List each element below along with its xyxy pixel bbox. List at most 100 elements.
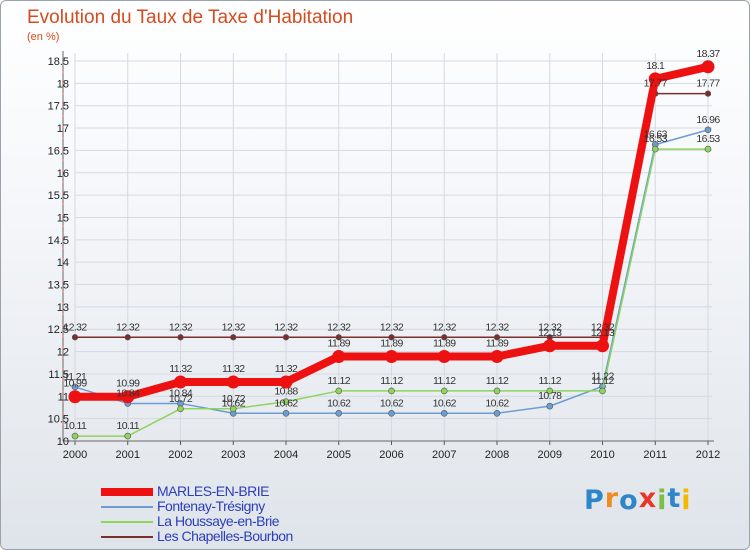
data-label-marles-en-brie: 11.32 bbox=[169, 363, 192, 375]
y-tick-label: 12 bbox=[57, 347, 69, 359]
data-point-fontenay-tr-signy bbox=[440, 409, 448, 417]
data-label-la-houssaye-en-brie: 11.12 bbox=[328, 375, 351, 387]
proxiti-logo: Proxiti bbox=[584, 483, 692, 516]
data-point-fontenay-tr-signy bbox=[546, 402, 554, 410]
data-label-la-houssaye-en-brie: 16.53 bbox=[644, 133, 668, 145]
data-point-les-chapelles-bourbon bbox=[71, 334, 79, 341]
data-label-fontenay-tr-signy: 10.62 bbox=[433, 397, 457, 409]
data-label-les-chapelles-bourbon: 12.32 bbox=[63, 321, 87, 333]
data-label-fontenay-tr-signy: 16.96 bbox=[696, 114, 720, 126]
y-tick-label: 12.5 bbox=[48, 324, 69, 336]
data-point-marles-en-brie bbox=[332, 350, 346, 364]
x-tick-label: 2002 bbox=[168, 449, 192, 461]
data-label-marles-en-brie: 11.32 bbox=[275, 363, 298, 375]
data-point-les-chapelles-bourbon bbox=[704, 90, 712, 97]
y-tick-label: 10 bbox=[57, 436, 69, 448]
data-point-marles-en-brie bbox=[543, 339, 557, 353]
data-label-marles-en-brie: 11.89 bbox=[433, 338, 456, 350]
data-point-la-houssaye-en-brie bbox=[229, 405, 237, 413]
y-tick-label: 13 bbox=[57, 302, 69, 314]
data-point-la-houssaye-en-brie bbox=[177, 405, 184, 413]
data-point-la-houssaye-en-brie bbox=[124, 432, 132, 440]
data-point-les-chapelles-bourbon bbox=[177, 334, 184, 341]
legend-swatch bbox=[101, 521, 153, 523]
logo-letter: i bbox=[681, 485, 692, 516]
logo-letter: o bbox=[619, 485, 639, 516]
logo-letter: r bbox=[604, 483, 620, 514]
data-point-marles-en-brie bbox=[596, 339, 609, 353]
data-label-la-houssaye-en-brie: 10.72 bbox=[222, 393, 246, 405]
y-tick-label: 17.5 bbox=[48, 101, 69, 113]
data-label-les-chapelles-bourbon: 12.32 bbox=[274, 321, 298, 333]
data-label-marles-en-brie: 18.1 bbox=[646, 60, 665, 72]
data-point-la-houssaye-en-brie bbox=[71, 432, 79, 440]
data-point-marles-en-brie bbox=[385, 350, 398, 364]
x-tick-label: 2012 bbox=[696, 449, 720, 461]
data-label-marles-en-brie: 12.13 bbox=[538, 327, 562, 339]
data-point-fontenay-tr-signy bbox=[704, 126, 712, 134]
data-label-les-chapelles-bourbon: 12.32 bbox=[116, 321, 140, 333]
data-label-fontenay-tr-signy: 10.62 bbox=[327, 397, 351, 409]
data-point-fontenay-tr-signy bbox=[388, 409, 395, 417]
data-label-la-houssaye-en-brie: 11.12 bbox=[380, 375, 403, 387]
logo-letter: t bbox=[667, 483, 682, 514]
data-point-marles-en-brie bbox=[490, 350, 504, 364]
data-label-les-chapelles-bourbon: 12.32 bbox=[485, 321, 509, 333]
data-point-les-chapelles-bourbon bbox=[230, 334, 237, 341]
data-point-marles-en-brie bbox=[648, 72, 662, 86]
data-label-les-chapelles-bourbon: 12.32 bbox=[222, 321, 246, 333]
data-label-la-houssaye-en-brie: 11.12 bbox=[486, 375, 509, 387]
y-tick-label: 11.5 bbox=[48, 369, 69, 381]
x-tick-label: 2000 bbox=[63, 449, 87, 461]
legend-swatch bbox=[101, 536, 153, 538]
data-label-fontenay-tr-signy: 10.62 bbox=[222, 397, 246, 409]
y-tick-label: 17 bbox=[57, 123, 69, 135]
y-tick-label: 15.5 bbox=[48, 190, 69, 202]
data-label-la-houssaye-en-brie: 10.11 bbox=[64, 420, 87, 432]
x-tick-label: 2004 bbox=[274, 449, 298, 461]
data-point-marles-en-brie bbox=[437, 350, 451, 364]
y-tick-label: 18.5 bbox=[48, 56, 69, 68]
data-label-marles-en-brie: 12.13 bbox=[591, 327, 615, 339]
data-label-les-chapelles-bourbon: 12.32 bbox=[327, 321, 351, 333]
data-point-fontenay-tr-signy bbox=[335, 409, 343, 417]
legend-label: La Houssaye-en-Brie bbox=[157, 513, 280, 529]
data-label-fontenay-tr-signy: 16.63 bbox=[644, 129, 668, 141]
data-point-marles-en-brie bbox=[174, 375, 187, 389]
chart-title: Evolution du Taux de Taxe d'Habitation bbox=[27, 7, 354, 28]
y-tick-label: 13.5 bbox=[48, 280, 69, 292]
data-point-marles-en-brie bbox=[279, 375, 293, 389]
data-point-marles-en-brie bbox=[68, 390, 82, 404]
data-point-fontenay-tr-signy bbox=[71, 383, 79, 391]
logo-letter: P bbox=[584, 485, 605, 516]
x-tick-label: 2009 bbox=[538, 449, 562, 461]
data-label-fontenay-tr-signy: 11.21 bbox=[64, 371, 87, 383]
x-tick-label: 2005 bbox=[327, 449, 351, 461]
x-tick-label: 2001 bbox=[116, 449, 140, 461]
data-point-les-chapelles-bourbon bbox=[441, 334, 448, 341]
data-point-les-chapelles-bourbon bbox=[335, 334, 342, 341]
data-point-fontenay-tr-signy bbox=[282, 409, 290, 417]
data-point-la-houssaye-en-brie bbox=[440, 387, 448, 395]
legend-swatch bbox=[101, 488, 153, 496]
data-label-marles-en-brie: 11.89 bbox=[486, 338, 509, 350]
data-label-la-houssaye-en-brie: 10.72 bbox=[169, 393, 193, 405]
data-point-marles-en-brie bbox=[121, 390, 135, 404]
y-tick-label: 18 bbox=[57, 78, 69, 90]
data-label-les-chapelles-bourbon: 12.32 bbox=[538, 321, 562, 333]
data-label-fontenay-tr-signy: 10.62 bbox=[380, 397, 404, 409]
data-label-marles-en-brie: 11.32 bbox=[222, 363, 245, 375]
legend-swatch bbox=[101, 506, 153, 508]
data-label-la-houssaye-en-brie: 16.53 bbox=[696, 133, 720, 145]
data-label-marles-en-brie: 18.37 bbox=[696, 48, 720, 60]
x-tick-label: 2003 bbox=[221, 449, 245, 461]
data-point-la-houssaye-en-brie bbox=[651, 145, 659, 153]
legend-label: Fontenay-Trésigny bbox=[157, 498, 265, 514]
x-tick-label: 2010 bbox=[590, 449, 614, 461]
data-label-marles-en-brie: 10.99 bbox=[63, 378, 87, 390]
data-point-la-houssaye-en-brie bbox=[704, 145, 712, 153]
data-label-la-houssaye-en-brie: 10.88 bbox=[274, 386, 298, 398]
data-point-la-houssaye-en-brie bbox=[546, 387, 554, 395]
